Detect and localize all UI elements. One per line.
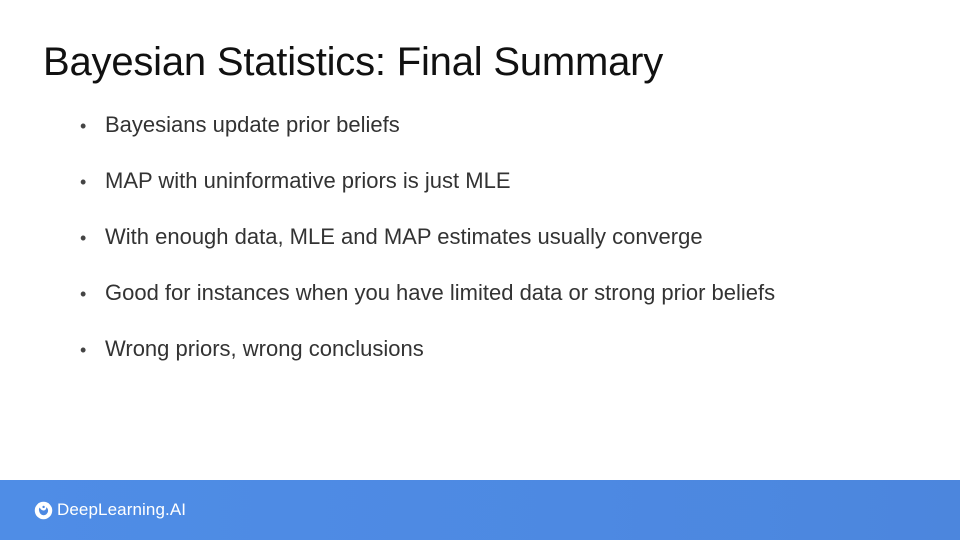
bullet-item-1: • Bayesians update prior beliefs: [80, 112, 775, 168]
brand-logo: DeepLearning.AI: [34, 500, 186, 520]
bullet-item-5: • Wrong priors, wrong conclusions: [80, 336, 775, 392]
slide-title: Bayesian Statistics: Final Summary: [43, 40, 664, 84]
bullet-item-2: • MAP with uninformative priors is just …: [80, 168, 775, 224]
deeplearning-ai-logo-icon: [34, 501, 53, 519]
bullet-list: • Bayesians update prior beliefs • MAP w…: [80, 112, 775, 392]
bullet-text: Good for instances when you have limited…: [105, 280, 776, 305]
brand-name: DeepLearning.AI: [57, 500, 187, 519]
bullet-marker: •: [80, 228, 87, 248]
bullet-marker: •: [80, 116, 87, 136]
bullet-item-3: • With enough data, MLE and MAP estimate…: [80, 224, 775, 280]
bullet-marker: •: [80, 340, 87, 360]
bullet-marker: •: [80, 284, 87, 304]
bullet-item-4: • Good for instances when you have limit…: [80, 280, 775, 336]
bullet-marker: •: [80, 172, 87, 192]
footer-bar: DeepLearning.AI: [0, 480, 960, 540]
bullet-text: Wrong priors, wrong conclusions: [105, 336, 424, 361]
bullet-text: MAP with uninformative priors is just ML…: [105, 168, 511, 193]
bullet-text: Bayesians update prior beliefs: [105, 112, 400, 137]
bullet-text: With enough data, MLE and MAP estimates …: [105, 224, 703, 249]
